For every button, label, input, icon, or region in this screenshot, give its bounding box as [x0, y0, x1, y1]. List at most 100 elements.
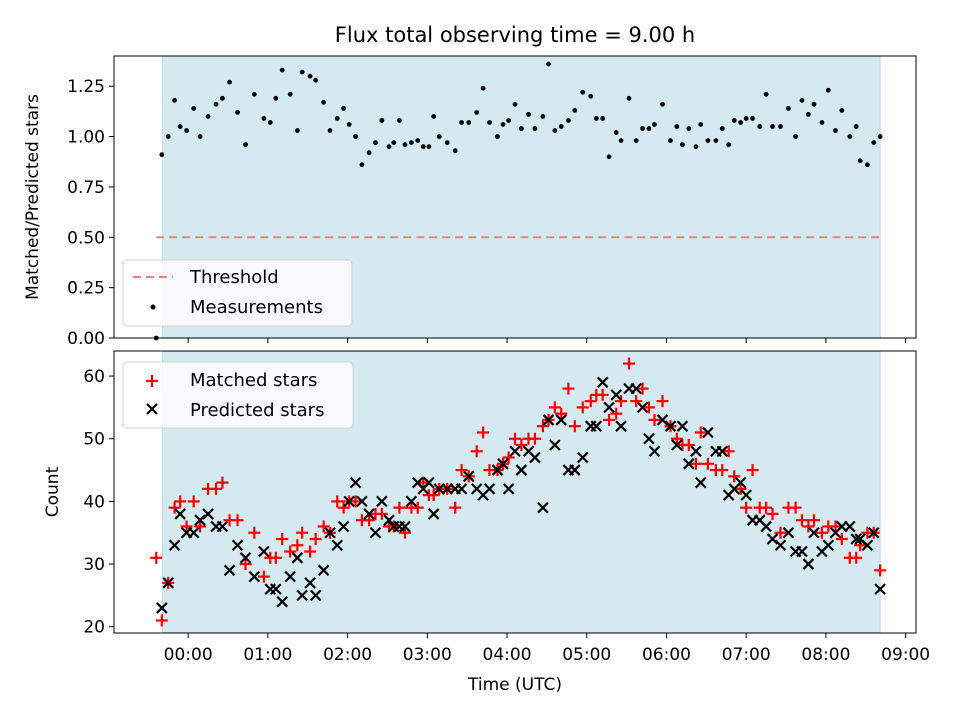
measurement-point — [487, 120, 492, 125]
predicted-star-point — [529, 451, 541, 464]
predicted-star-point — [734, 476, 747, 489]
predicted-star-point — [603, 401, 615, 414]
measurement-point — [379, 118, 385, 123]
bottom-y-tick-label: 60 — [83, 367, 105, 387]
measurement-point — [626, 95, 632, 101]
matched-star-point — [789, 501, 802, 514]
matched-star-point — [331, 495, 344, 508]
x-tick-label: 05:00 — [562, 645, 611, 665]
measurement-point — [495, 134, 500, 139]
measurement-point — [243, 142, 248, 148]
measurement-point — [793, 134, 799, 139]
measurement-point — [474, 110, 480, 115]
matched-star-point — [795, 514, 808, 527]
matched-star-point — [194, 520, 207, 533]
predicted-star-point — [576, 451, 589, 464]
measurement-point — [480, 85, 486, 91]
measurement-point — [526, 112, 531, 117]
predicted-star-point — [502, 483, 515, 495]
matched-star-point — [536, 420, 549, 433]
predicted-star-point — [216, 520, 229, 533]
matched-star-point — [363, 514, 376, 527]
measurement-point — [273, 95, 279, 101]
predicted-star-point — [258, 545, 270, 558]
matched-star-point — [623, 357, 636, 370]
predicted-star-point — [874, 583, 886, 595]
matched-star-point — [835, 533, 848, 545]
matched-star-point — [317, 520, 330, 533]
measurement-point — [532, 126, 538, 131]
matched-stars-points — [150, 357, 887, 627]
measurement-point — [436, 134, 442, 139]
x-tick-label: 08:00 — [801, 645, 850, 665]
measurement-point — [452, 148, 458, 154]
predicted-star-point — [555, 414, 568, 426]
predicted-star-point — [590, 420, 603, 432]
matched-star-point — [239, 558, 252, 571]
top-y-tick-label: 0.25 — [67, 279, 105, 299]
measurement-point — [184, 128, 189, 133]
matched-star-point — [309, 533, 322, 545]
matched-star-point — [630, 395, 643, 408]
measurement-point — [408, 140, 414, 146]
matched-star-point — [375, 507, 388, 520]
matched-star-point — [746, 464, 759, 477]
measurement-point — [420, 144, 426, 150]
predicted-star-point — [766, 533, 779, 545]
predicted-star-point — [162, 577, 174, 589]
predicted-star-point — [676, 420, 689, 432]
predicted-star-point — [349, 476, 362, 489]
predicted-star-point — [296, 589, 308, 602]
top-y-axis-label: Matched/Predicted stars — [23, 94, 43, 300]
measurement-point — [839, 107, 845, 113]
measurement-point — [633, 138, 639, 144]
measurement-point — [811, 101, 817, 107]
matched-star-point — [615, 395, 628, 408]
measurement-point — [731, 118, 737, 123]
predicted-star-point — [643, 432, 655, 445]
predicted-star-point — [610, 389, 623, 401]
measurement-point — [540, 114, 546, 119]
matched-star-point — [216, 476, 229, 489]
predicted-legend-label: Predicted stars — [190, 400, 324, 421]
predicted-star-point — [284, 570, 296, 583]
measurement-point — [763, 91, 769, 97]
chart-title: Flux total observing time = 9.00 h — [335, 23, 695, 47]
measurement-point — [613, 130, 619, 135]
top-y-tick-label: 0.75 — [67, 178, 105, 198]
measurement-point — [719, 126, 725, 131]
predicted-star-point — [596, 376, 609, 389]
measurement-point — [853, 124, 859, 129]
measurement-point — [213, 101, 219, 107]
predicted-star-point — [850, 533, 862, 545]
predicted-star-point — [808, 526, 820, 539]
predicted-star-point — [202, 508, 214, 520]
measurement-point — [680, 142, 685, 148]
matched-star-point — [427, 489, 440, 502]
matched-star-point — [722, 445, 735, 458]
matched-star-point — [296, 526, 309, 539]
x-tick-label: 00:00 — [164, 645, 213, 665]
predicted-star-point — [405, 495, 418, 508]
measurement-point — [686, 126, 692, 131]
measurement-point — [279, 67, 285, 73]
matched-star-point — [231, 514, 244, 527]
measurement-point — [307, 73, 313, 79]
matched-legend-label: Matched stars — [190, 370, 317, 391]
predicted-star-point — [248, 570, 261, 583]
measurement-point — [397, 118, 402, 123]
measurement-point — [674, 124, 680, 129]
predicted-star-point — [509, 445, 521, 458]
measurement-point — [402, 142, 408, 148]
matched-star-point — [398, 526, 411, 539]
measurement-point — [871, 140, 877, 146]
matched-star-point — [449, 501, 462, 514]
matched-star-point — [168, 501, 181, 514]
measurement-point — [177, 124, 183, 129]
measurement-point — [220, 95, 225, 101]
predicted-stars-points — [156, 376, 886, 614]
measurement-point — [353, 134, 358, 139]
predicted-star-point — [683, 458, 695, 470]
matched-star-point — [455, 464, 468, 477]
matched-star-point — [576, 401, 589, 414]
